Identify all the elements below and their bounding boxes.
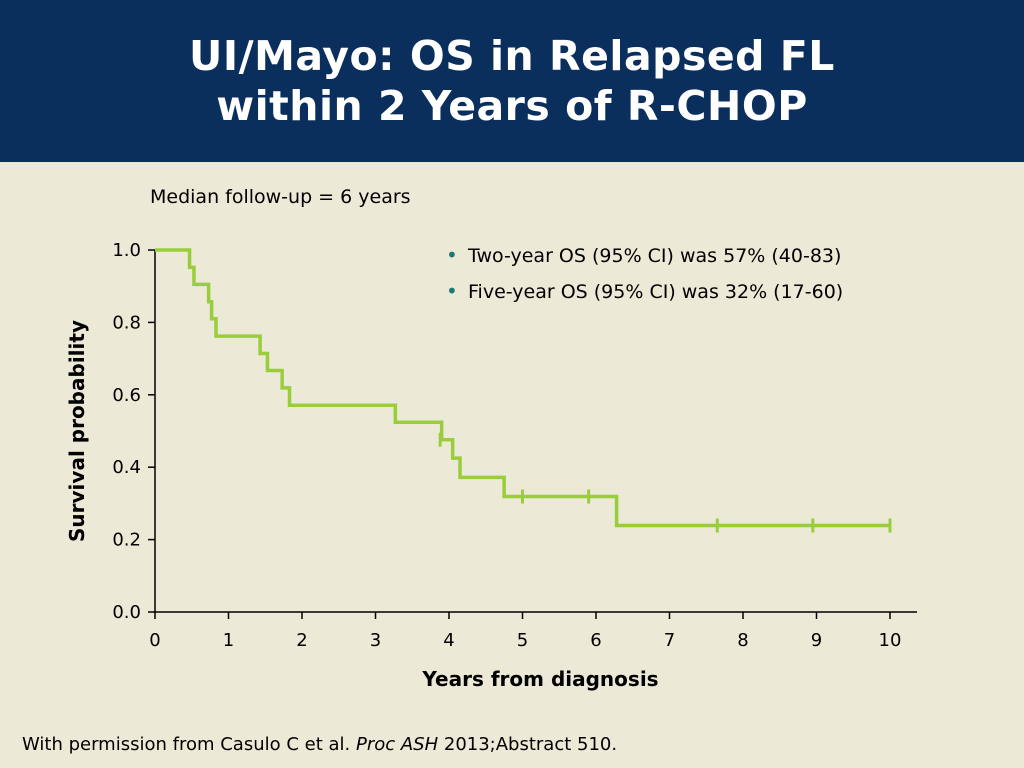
bullet-dot-icon: • <box>446 243 458 267</box>
x-tick-label: 3 <box>370 630 381 651</box>
survival-curve <box>155 248 890 528</box>
x-tick-label: 10 <box>879 630 902 651</box>
x-tick-label: 9 <box>811 630 822 651</box>
x-tick-label: 4 <box>443 630 454 651</box>
y-tick-label: 0.6 <box>112 385 141 406</box>
title-bar: UI/Mayo: OS in Relapsed FL within 2 Year… <box>0 0 1024 162</box>
source-journal: Proc ASH <box>355 734 439 755</box>
y-tick-label: 0.4 <box>112 457 141 478</box>
slide-title-line-2: within 2 Years of R-CHOP <box>216 82 808 130</box>
x-tick-label: 5 <box>517 630 528 651</box>
x-axis-label: Years from diagnosis <box>421 667 658 691</box>
bullet-text: Two-year OS (95% CI) was 57% (40-83) <box>468 245 842 267</box>
y-axis-label: Survival probability <box>65 320 89 542</box>
x-tick-label: 2 <box>296 630 307 651</box>
slide-title-line-1: UI/Mayo: OS in Relapsed FL <box>189 32 835 80</box>
median-followup-text: Median follow-up = 6 years <box>150 186 411 208</box>
source-citation: With permission from Casulo C et al. Pro… <box>22 734 617 755</box>
bullet-text: Five-year OS (95% CI) was 32% (17-60) <box>468 281 844 303</box>
y-tick-label: 0.2 <box>112 530 141 551</box>
source-prefix: With permission from Casulo C et al. <box>22 734 356 755</box>
x-tick-label: 1 <box>223 630 234 651</box>
source-suffix: 2013;Abstract 510. <box>438 734 618 755</box>
x-tick-label: 0 <box>149 630 160 651</box>
x-tick-label: 6 <box>590 630 601 651</box>
y-tick-label: 0.8 <box>112 312 141 333</box>
y-tick-label: 0.0 <box>112 602 141 623</box>
y-tick-label: 1.0 <box>112 240 141 261</box>
bullet-item: • Two-year OS (95% CI) was 57% (40-83) <box>446 238 843 274</box>
x-tick-label: 8 <box>737 630 748 651</box>
x-tick-label: 7 <box>664 630 675 651</box>
bullet-dot-icon: • <box>446 279 458 303</box>
bullet-list: • Two-year OS (95% CI) was 57% (40-83) •… <box>446 238 843 310</box>
bullet-item: • Five-year OS (95% CI) was 32% (17-60) <box>446 274 843 310</box>
